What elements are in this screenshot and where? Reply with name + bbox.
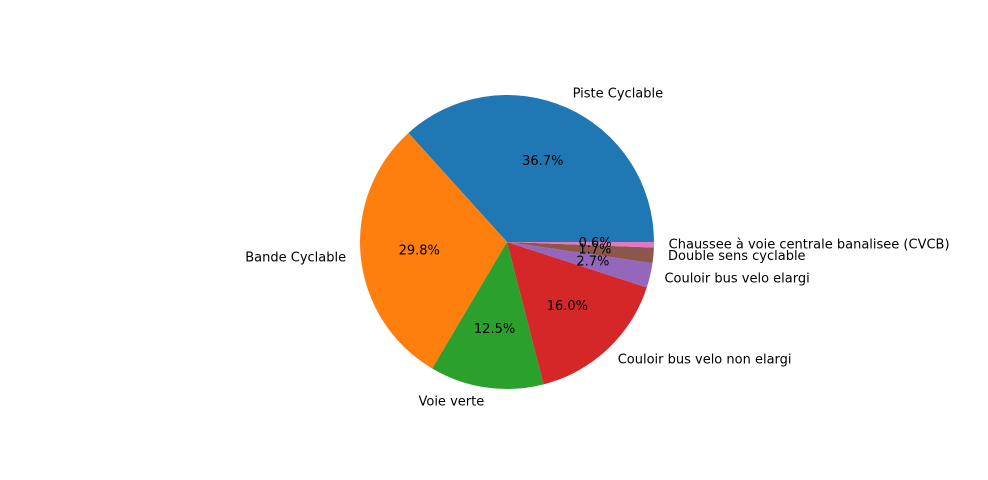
pie-slice xyxy=(432,242,544,389)
slice-label: Piste Cyclable xyxy=(573,87,664,102)
slice-percentage-label: 29.8% xyxy=(399,243,440,258)
slice-percentage-label: 1.7% xyxy=(578,243,611,258)
pie-slice xyxy=(507,242,654,248)
slice-label: Chaussee à voie centrale banalisee (CVCB… xyxy=(669,238,950,253)
pie-slice xyxy=(507,242,653,288)
pie-slice xyxy=(507,242,647,385)
slice-percentage-label: 12.5% xyxy=(474,322,515,337)
pie-slice xyxy=(360,132,507,369)
pie-slice xyxy=(507,242,654,264)
slice-label: Couloir bus velo elargi xyxy=(664,271,809,286)
slice-label: Double sens cyclable xyxy=(668,249,806,264)
slice-percentage-label: 36.7% xyxy=(522,154,563,169)
slice-label: Voie verte xyxy=(418,395,484,410)
slice-percentage-label: 2.7% xyxy=(576,255,609,270)
slice-label: Couloir bus velo non elargi xyxy=(618,352,792,367)
pie-slices xyxy=(360,94,654,389)
pie-slice xyxy=(408,94,654,242)
slice-label: Bande Cyclable xyxy=(245,251,346,266)
slice-percentage-label: 0.6% xyxy=(579,236,612,251)
pie-labels: Piste Cyclable 36.7% Bande Cyclable 29.8% Vo… xyxy=(245,87,949,410)
slice-percentage-label: 16.0% xyxy=(547,299,588,314)
